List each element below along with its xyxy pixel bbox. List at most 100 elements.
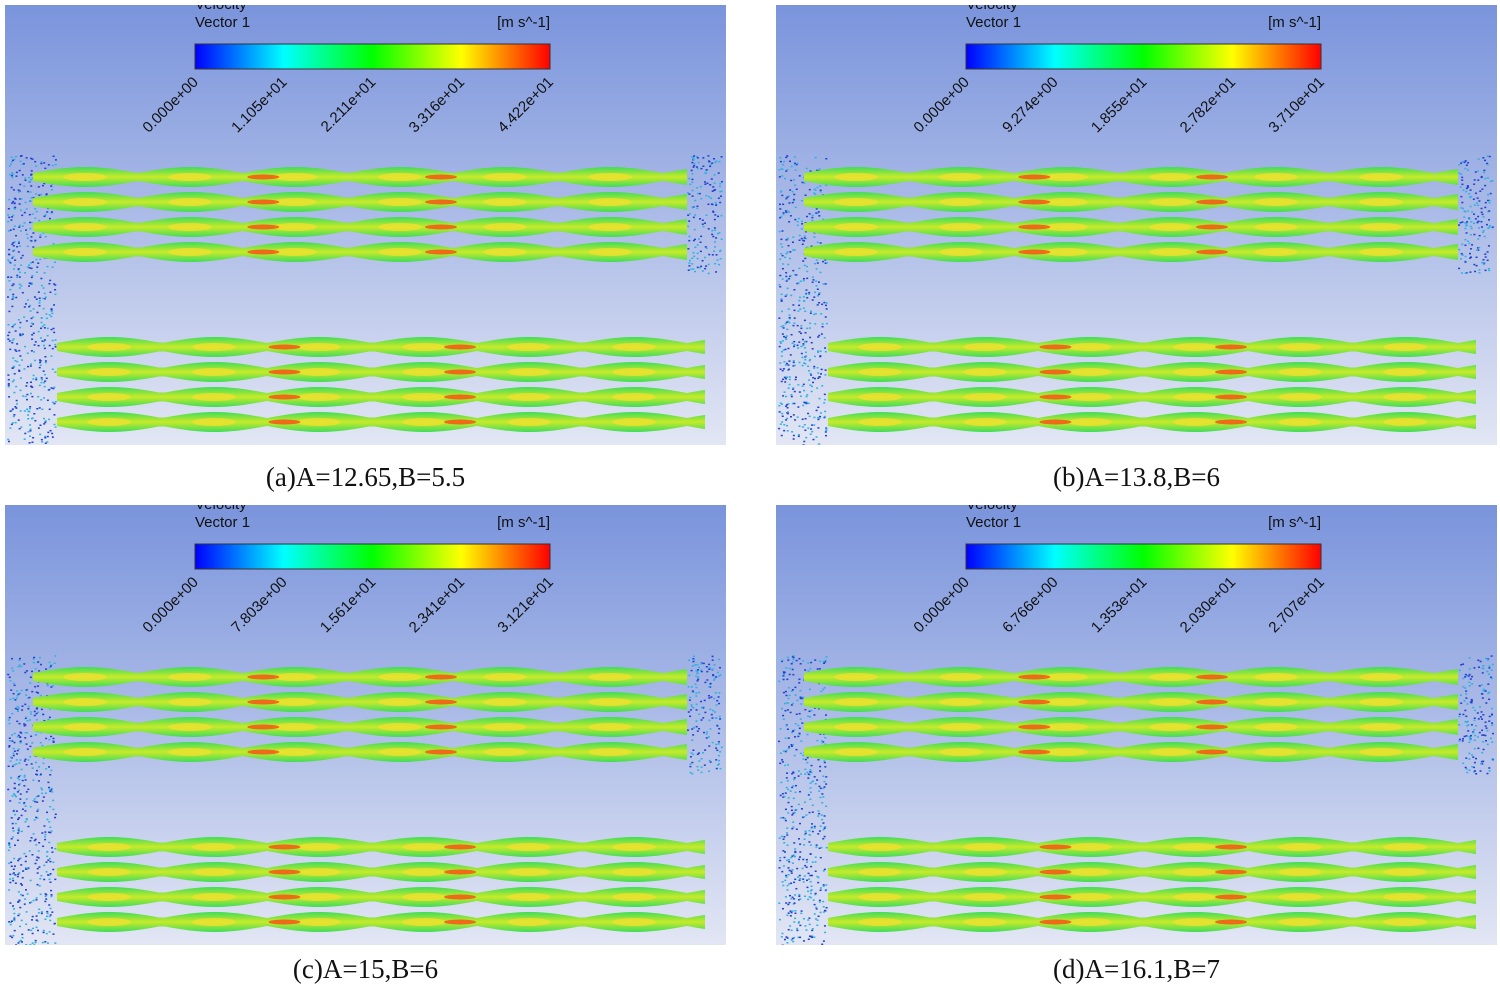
vector-dot: [793, 881, 796, 884]
vector-dot: [14, 198, 17, 200]
vector-dot: [788, 277, 791, 280]
flow-hotspot: [1359, 723, 1403, 731]
vector-dot: [811, 935, 814, 937]
flow-hotspot: [1044, 698, 1088, 706]
vector-dot: [48, 786, 51, 789]
vector-dot: [1477, 238, 1480, 240]
vector-dot: [813, 365, 816, 368]
vector-dot: [801, 385, 804, 387]
vector-dot: [787, 903, 790, 906]
flow-hotspot: [1173, 868, 1217, 876]
vector-dot: [714, 691, 717, 694]
vector-dot: [39, 663, 42, 666]
vector-dot: [784, 348, 787, 351]
vector-dot: [51, 164, 54, 167]
vector-dot: [783, 842, 786, 844]
vector-dot: [24, 810, 27, 812]
vector-dot: [687, 711, 690, 713]
vector-dot: [804, 708, 807, 711]
vector-dot: [807, 919, 810, 921]
vector-dot: [787, 788, 790, 791]
vector-dot: [802, 307, 805, 309]
vector-dot: [1481, 697, 1484, 699]
flow-hotspot: [1359, 223, 1403, 231]
flow-hotspot: [483, 748, 527, 756]
vector-dot: [49, 805, 52, 808]
vector-dot: [34, 341, 37, 343]
vector-dot: [17, 827, 20, 829]
vector-dot: [782, 212, 785, 214]
vector-dot: [50, 315, 53, 318]
vector-dot: [33, 714, 36, 717]
flow-peak: [1215, 894, 1247, 900]
vector-dot: [28, 180, 31, 183]
vector-dot: [23, 785, 26, 787]
vector-dot: [51, 368, 54, 371]
vector-dot: [793, 811, 796, 814]
flow-hotspot: [1383, 343, 1427, 351]
vector-dot: [44, 355, 47, 358]
vector-dot: [1484, 721, 1487, 724]
flow-hotspot: [402, 343, 446, 351]
contour-plot: VelocityVector 1[m s^-1]0.000e+009.274e+…: [776, 0, 1497, 447]
vector-dot: [52, 799, 55, 802]
vector-dot: [1473, 179, 1476, 181]
colorbar: [194, 43, 551, 70]
vector-dot: [817, 881, 820, 884]
vector-dot: [31, 338, 34, 340]
vector-dot: [689, 696, 692, 699]
vector-dot: [1478, 234, 1481, 237]
vector-dot: [12, 752, 15, 755]
vector-dot: [688, 699, 691, 701]
vector-dot: [35, 897, 38, 899]
vector-dot: [786, 210, 789, 212]
vector-dot: [24, 731, 27, 734]
vector-dot: [823, 827, 826, 829]
vector-dot: [824, 931, 827, 934]
vector-dot: [804, 257, 807, 260]
vector-dot: [693, 162, 696, 165]
vector-dot: [796, 927, 799, 930]
vector-dot: [696, 244, 699, 246]
vector-dot: [793, 340, 796, 343]
vector-dot: [8, 280, 11, 282]
vector-dot: [809, 769, 812, 771]
vector-dot: [35, 165, 38, 167]
vector-dot: [12, 283, 15, 285]
vector-dot: [691, 761, 694, 764]
vector-dot: [18, 287, 21, 289]
vector-dot: [7, 374, 10, 376]
flow-peak: [247, 749, 280, 755]
flow-band: [804, 192, 1458, 212]
vector-dot: [1473, 747, 1476, 750]
vector-dot: [1471, 683, 1474, 685]
vector-dot: [49, 919, 52, 922]
vector-dot: [16, 839, 19, 842]
vector-dot: [800, 237, 803, 240]
vector-dot: [50, 211, 53, 213]
vector-dot: [823, 909, 826, 912]
vector-dot: [811, 830, 814, 833]
vector-dot: [18, 783, 21, 786]
vector-dot: [12, 357, 15, 359]
vector-dot: [814, 189, 817, 191]
vector-dot: [42, 757, 45, 760]
vector-dot: [806, 861, 809, 863]
vector-dot: [718, 232, 721, 234]
vector-dot: [36, 867, 39, 870]
vector-dot: [17, 269, 20, 271]
flow-hotspot: [834, 748, 878, 756]
vector-dot: [1477, 249, 1480, 251]
vector-dot: [7, 849, 10, 852]
vector-dot: [703, 764, 706, 766]
vector-dot: [788, 360, 791, 362]
vector-dot: [809, 844, 812, 846]
flow-hotspot: [273, 198, 317, 206]
vector-dot: [802, 176, 805, 179]
vector-dot: [820, 313, 823, 315]
vector-dot: [811, 281, 814, 283]
vector-dot: [714, 202, 717, 204]
vector-dot: [689, 771, 692, 774]
vector-dot: [1460, 207, 1463, 209]
vector-dot: [1486, 659, 1489, 661]
